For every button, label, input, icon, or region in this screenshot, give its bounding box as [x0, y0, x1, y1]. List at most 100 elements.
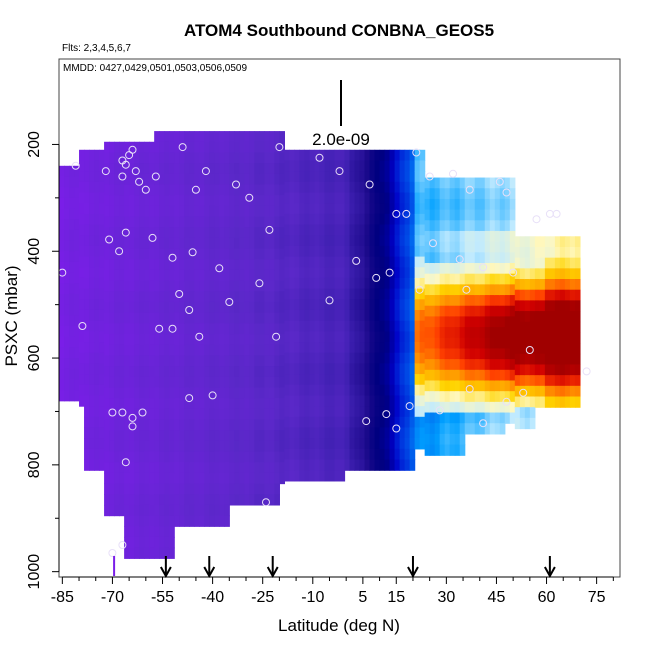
heatmap-cell — [329, 181, 336, 194]
heatmap-cell — [489, 273, 496, 285]
heatmap-cell — [389, 363, 396, 375]
heatmap-cell — [329, 288, 336, 300]
heatmap-cell — [154, 472, 160, 485]
heatmap-cell — [209, 312, 215, 324]
heatmap-cell — [469, 401, 476, 414]
heatmap-cell — [149, 195, 155, 207]
heatmap-cell — [559, 396, 566, 408]
heatmap-cell — [324, 245, 331, 258]
heatmap-cell — [134, 195, 140, 207]
heatmap-cell — [239, 430, 245, 442]
heatmap-cell — [424, 273, 431, 285]
heatmap-cell — [259, 248, 265, 260]
heatmap-cell — [514, 417, 521, 430]
heatmap-cell — [469, 391, 476, 403]
heatmap-cell — [314, 448, 321, 461]
heatmap-cell — [139, 387, 145, 399]
heatmap-cell — [74, 315, 80, 327]
heatmap-cell — [189, 173, 195, 186]
heatmap-cell — [214, 291, 220, 303]
heatmap-cell — [409, 245, 416, 258]
heatmap-cell — [219, 237, 225, 250]
heatmap-cell — [299, 384, 306, 397]
heatmap-cell — [444, 423, 451, 435]
heatmap-cell — [134, 536, 140, 549]
heatmap-cell — [519, 236, 526, 248]
heatmap-cell — [189, 344, 195, 356]
heatmap-cell — [574, 246, 581, 259]
heatmap-cell — [314, 374, 321, 386]
heatmap-cell — [319, 181, 326, 194]
heatmap-cell — [404, 277, 411, 290]
heatmap-cell — [294, 256, 301, 268]
heatmap-cell — [489, 348, 496, 360]
observation-point — [121, 458, 130, 467]
heatmap-cell — [159, 163, 165, 175]
heatmap-cell — [194, 163, 200, 175]
heatmap-cell — [534, 385, 541, 398]
y-tick-label: 200 — [26, 131, 43, 158]
heatmap-cell — [179, 205, 185, 218]
heatmap-cell — [229, 248, 235, 260]
heatmap-cell — [294, 171, 301, 183]
heatmap-cell — [234, 141, 240, 154]
heatmap-cell — [264, 398, 270, 410]
heatmap-cell — [299, 256, 306, 268]
heatmap-cell — [424, 198, 431, 211]
heatmap-cell — [394, 288, 401, 300]
heatmap-cell — [69, 261, 75, 274]
heatmap-cell — [249, 248, 255, 260]
heatmap-cell — [119, 344, 125, 356]
heatmap-cell — [339, 171, 346, 183]
heatmap-cell — [464, 337, 471, 350]
heatmap-cell — [564, 236, 571, 248]
heatmap-cell — [179, 408, 185, 421]
heatmap-cell — [524, 321, 531, 334]
heatmap-cell — [299, 299, 306, 311]
heatmap-cell — [214, 376, 220, 389]
heatmap-cell — [154, 398, 160, 410]
heatmap-cell — [414, 171, 421, 183]
heatmap-cell — [334, 235, 341, 247]
heatmap-cell — [554, 289, 561, 301]
heatmap-cell — [344, 352, 351, 364]
heatmap-cell — [509, 327, 516, 339]
heatmap-cell — [214, 141, 220, 154]
heatmap-cell — [64, 272, 70, 284]
heatmap-cell — [264, 280, 270, 292]
heatmap-cell — [169, 526, 175, 538]
heatmap-cell — [389, 406, 396, 418]
heatmap-cell — [119, 291, 125, 303]
heatmap-cell — [499, 209, 506, 221]
heatmap-cell — [169, 462, 175, 474]
heatmap-cell — [399, 331, 406, 343]
heatmap-cell — [119, 173, 125, 186]
heatmap-cell — [239, 152, 245, 164]
heatmap-cell — [139, 408, 145, 421]
heatmap-cell — [499, 369, 506, 382]
heatmap-cell — [404, 203, 411, 215]
heatmap-cell — [409, 459, 416, 471]
heatmap-cell — [99, 277, 105, 290]
heatmap-cell — [309, 416, 316, 429]
heatmap-cell — [504, 359, 511, 371]
heatmap-cell — [344, 363, 351, 375]
heatmap-cell — [404, 342, 411, 354]
heatmap-cell — [104, 291, 110, 303]
heatmap-cell — [139, 141, 145, 154]
heatmap-cell — [244, 355, 250, 367]
heatmap-cell — [459, 401, 466, 414]
heatmap-cell — [414, 406, 421, 418]
heatmap-cell — [479, 305, 486, 317]
heatmap-cell — [289, 438, 296, 450]
heatmap-cell — [219, 280, 225, 292]
heatmap-cell — [409, 171, 416, 183]
heatmap-cell — [184, 259, 190, 271]
heatmap-cell — [364, 203, 371, 215]
heatmap-cell — [289, 181, 296, 194]
heatmap-cell — [259, 195, 265, 207]
heatmap-cell — [294, 427, 301, 439]
heatmap-cell — [164, 483, 170, 495]
heatmap-cell — [139, 248, 145, 260]
heatmap-cell — [254, 269, 260, 282]
